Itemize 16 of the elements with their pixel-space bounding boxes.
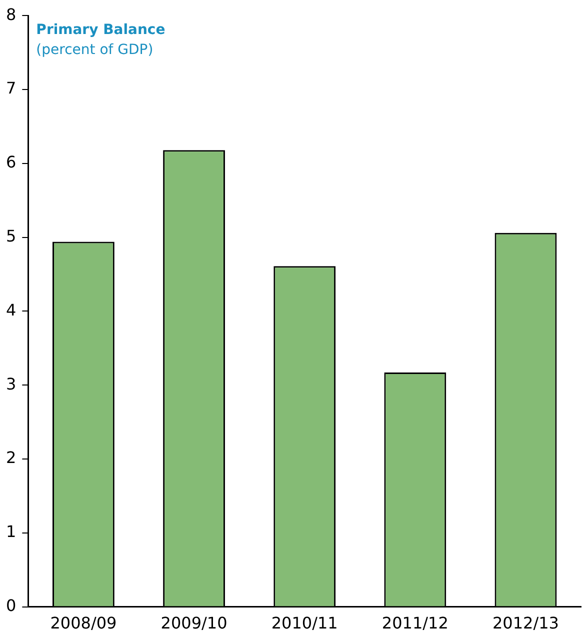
text: (percent of GDP) — [36, 42, 154, 58]
x-tick-label: 2011/12 — [382, 614, 448, 633]
y-tick-label: 8 — [6, 4, 16, 24]
x-tick-label: 2009/10 — [160, 614, 228, 633]
y-tick-label: 6 — [6, 152, 16, 172]
y-tick-label: 2 — [6, 448, 16, 468]
y-tick-label: 7 — [6, 78, 16, 98]
text: Primary Balance — [36, 22, 166, 38]
y-tick-label: 1 — [6, 522, 16, 542]
y-tick-label: 4 — [6, 300, 16, 320]
x-tick-label: 2008/09 — [50, 614, 117, 633]
y-tick-label: 5 — [6, 226, 16, 246]
x-tick-label: 2010/11 — [271, 614, 338, 633]
y-tick-label: 0 — [6, 596, 16, 615]
y-tick-label: 3 — [6, 374, 16, 394]
x-tick-label: 2012/13 — [492, 614, 559, 633]
